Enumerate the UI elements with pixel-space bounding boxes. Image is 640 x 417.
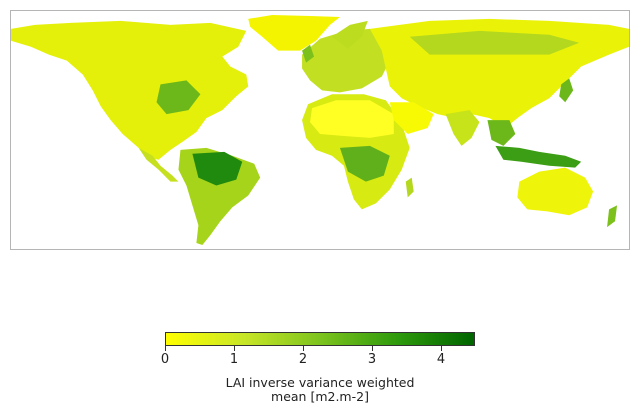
landmass-japan [559,78,574,103]
region-boreal-forest [409,30,580,55]
region-eastern-us [156,80,201,115]
colorbar-tick-label: 1 [229,352,239,367]
landmass-north-america [11,20,249,160]
colorbar-tick-label: 3 [367,352,377,367]
landmass-indonesia [495,145,582,168]
colorbar-tick [372,346,373,351]
world-lai-map [11,14,629,246]
colorbar-tick [165,346,166,351]
legend-title-line2: mean [m2.m-2] [271,389,369,404]
region-sahara [310,100,394,138]
landmass-india [445,110,480,146]
landmass-uk [302,44,315,63]
colorbar-tick [303,346,304,351]
landmass-europe [302,28,390,93]
colorbar-tick-label: 0 [160,352,170,367]
landmass-central-america [138,147,179,182]
colorbar-tick [441,346,442,351]
legend-title: LAI inverse variance weighted mean [m2.m… [165,376,475,404]
landmass-se-asia [487,120,516,146]
landmass-madagascar [405,177,414,198]
colorbar [165,332,475,346]
legend-title-line1: LAI inverse variance weighted [225,375,415,390]
map-panel [10,10,630,250]
colorbar-tick-label: 4 [436,352,446,367]
landmass-new-zealand [607,205,618,228]
landmass-australia [517,167,594,216]
region-congo [339,145,390,182]
landmass-arabia [389,102,434,134]
landmass-scandinavia [331,20,368,49]
region-amazon [192,151,243,186]
landmass-greenland [248,14,340,51]
colorbar-tick [234,346,235,351]
colorbar-tick-label: 2 [298,352,308,367]
